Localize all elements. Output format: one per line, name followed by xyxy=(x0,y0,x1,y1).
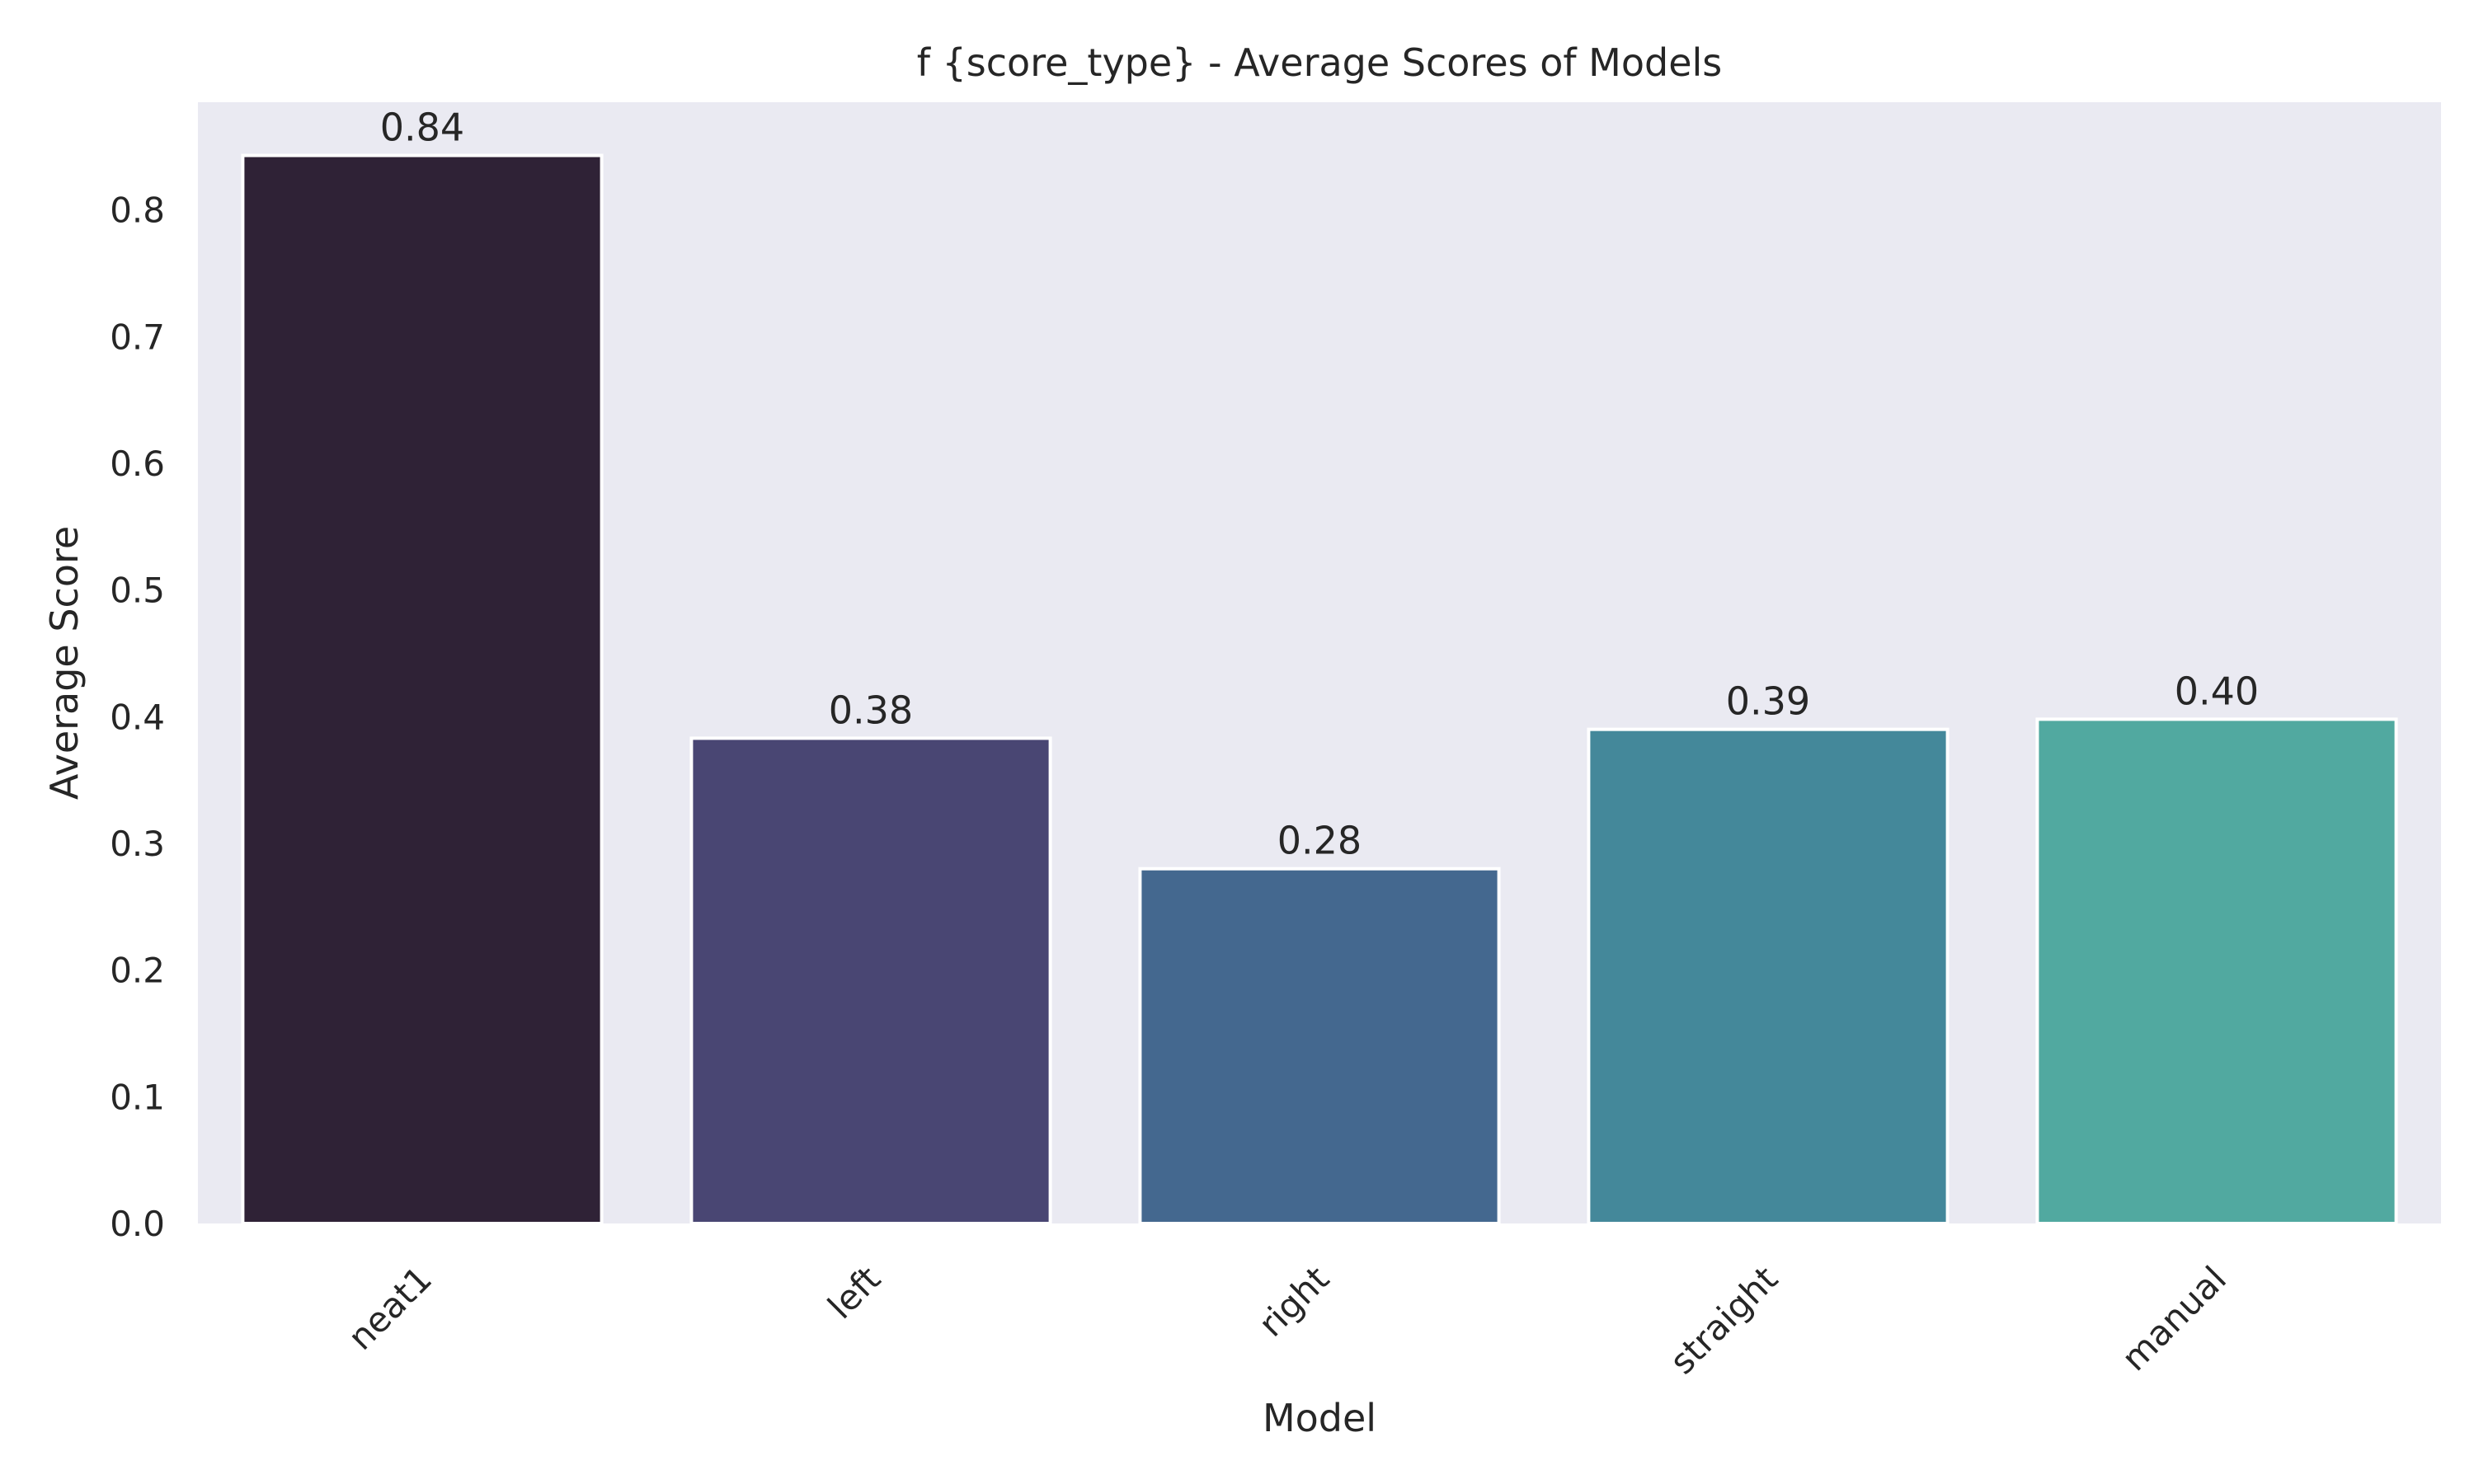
bar-straight xyxy=(1587,727,1950,1225)
bar-manual xyxy=(2035,717,2398,1225)
y-tick-label: 0.5 xyxy=(110,571,165,611)
y-axis-label: Average Score xyxy=(42,526,87,800)
bars-group xyxy=(241,153,2398,1226)
value-label-right: 0.28 xyxy=(1277,819,1362,863)
y-tick-label: 0.6 xyxy=(110,444,165,484)
value-label-neat1: 0.84 xyxy=(380,106,464,150)
bar-right xyxy=(1138,866,1501,1225)
bar-left xyxy=(689,736,1052,1225)
y-tick-label: 0.8 xyxy=(110,190,165,231)
value-labels-group: 0.84 0.38 0.28 0.39 0.40 xyxy=(380,106,2259,863)
value-label-manual: 0.40 xyxy=(2175,669,2259,713)
value-label-left: 0.38 xyxy=(829,688,913,732)
value-label-straight: 0.39 xyxy=(1726,679,1810,724)
bar-neat1 xyxy=(241,153,604,1226)
y-tick-label: 0.3 xyxy=(110,824,165,864)
y-tick-label: 0.7 xyxy=(110,317,165,357)
y-tick-label: 0.4 xyxy=(110,697,165,737)
y-tick-label: 0.0 xyxy=(110,1204,165,1244)
x-axis-label: Model xyxy=(1263,1396,1376,1440)
y-tick-label: 0.1 xyxy=(110,1077,165,1117)
y-axis: 0.0 0.1 0.2 0.3 0.4 0.5 0.6 0.7 0.8 xyxy=(110,190,165,1244)
chart-title: f {score_type} - Average Scores of Model… xyxy=(917,40,1723,85)
y-tick-label: 0.2 xyxy=(110,951,165,991)
